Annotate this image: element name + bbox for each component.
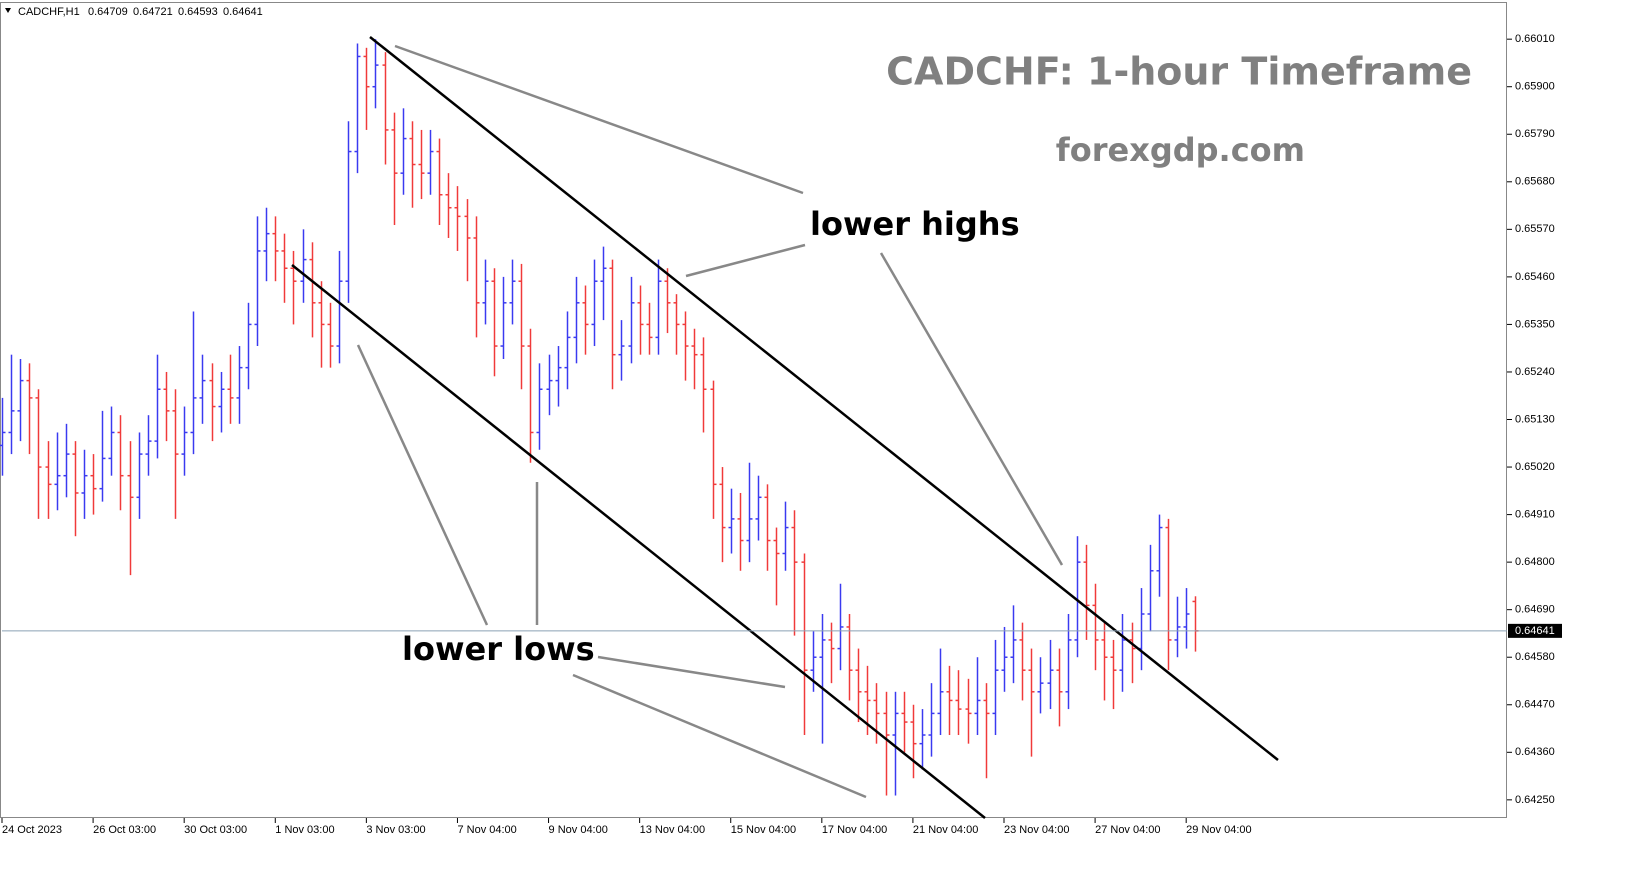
- y-tick-label: 0.65240: [1515, 366, 1555, 378]
- y-tick-label: 0.65350: [1515, 318, 1555, 330]
- pointers: [356, 44, 1064, 799]
- header: CADCHF,H1 0.64709 0.64721 0.64593 0.6464…: [18, 6, 263, 18]
- pointer-line: [572, 673, 867, 799]
- current-price-box: [1508, 623, 1562, 638]
- x-tick-label: 17 Nov 04:00: [822, 824, 887, 836]
- y-tick-label: 0.65790: [1515, 128, 1555, 140]
- y-tick-label: 0.64690: [1515, 604, 1555, 616]
- x-tick-label: 3 Nov 03:00: [366, 824, 425, 836]
- y-tick-label: 0.64250: [1515, 794, 1555, 806]
- y-tick-label: 0.65460: [1515, 271, 1555, 283]
- x-tick-label: 27 Nov 04:00: [1095, 824, 1160, 836]
- x-tick-label: 30 Oct 03:00: [184, 824, 247, 836]
- y-tick-label: 0.64470: [1515, 699, 1555, 711]
- y-tick-label: 0.64910: [1515, 508, 1555, 520]
- upper-channel-line: [369, 36, 1279, 761]
- header-high: 0.64721: [133, 6, 173, 18]
- chart-title: CADCHF: 1-hour Timeframe: [886, 50, 1472, 94]
- price-bars: [0, 39, 1199, 796]
- x-tick-label: 29 Nov 04:00: [1186, 824, 1251, 836]
- annotation: lower lows: [402, 630, 595, 668]
- y-tick-label: 0.66010: [1515, 33, 1555, 45]
- x-tick-label: 13 Nov 04:00: [640, 824, 705, 836]
- x-tick-label: 1 Nov 03:00: [275, 824, 334, 836]
- x-tick-label: 21 Nov 04:00: [913, 824, 978, 836]
- channel: [291, 36, 1279, 819]
- x-tick-label: 7 Nov 04:00: [457, 824, 516, 836]
- menu-arrow[interactable]: [5, 8, 11, 13]
- chart-subtitle: forexgdp.com: [1056, 131, 1305, 169]
- pointer-line: [879, 252, 1064, 566]
- current-price-label: 0.64641: [1515, 625, 1555, 637]
- symbol: CADCHF,H1: [18, 6, 80, 18]
- annotation: lower highs: [810, 205, 1020, 243]
- pointer-line: [394, 44, 804, 195]
- y-tick-label: 0.65130: [1515, 413, 1555, 425]
- x-tick-label: 24 Oct 2023: [2, 824, 62, 836]
- header-close: 0.64641: [223, 6, 263, 18]
- pointer-line: [685, 243, 806, 278]
- y-tick-label: 0.65020: [1515, 461, 1555, 473]
- lower-channel-line: [291, 264, 986, 819]
- header-low: 0.64593: [178, 6, 218, 18]
- x-tick-label: 26 Oct 03:00: [93, 824, 156, 836]
- y-tick-label: 0.65570: [1515, 223, 1555, 235]
- y-tick-label: 0.65900: [1515, 81, 1555, 93]
- y-tick-label: 0.65680: [1515, 176, 1555, 188]
- y-tick-label: 0.64360: [1515, 746, 1555, 758]
- y-tick-label: 0.64580: [1515, 651, 1555, 663]
- header-open: 0.64709: [88, 6, 128, 18]
- plot-frame: [0, 2, 1507, 818]
- pointer-line: [597, 655, 786, 689]
- x-tick-label: 23 Nov 04:00: [1004, 824, 1069, 836]
- y-tick-label: 0.64800: [1515, 556, 1555, 568]
- pointer-line: [356, 344, 489, 626]
- x-tick-label: 9 Nov 04:00: [549, 824, 608, 836]
- x-tick-label: 15 Nov 04:00: [731, 824, 796, 836]
